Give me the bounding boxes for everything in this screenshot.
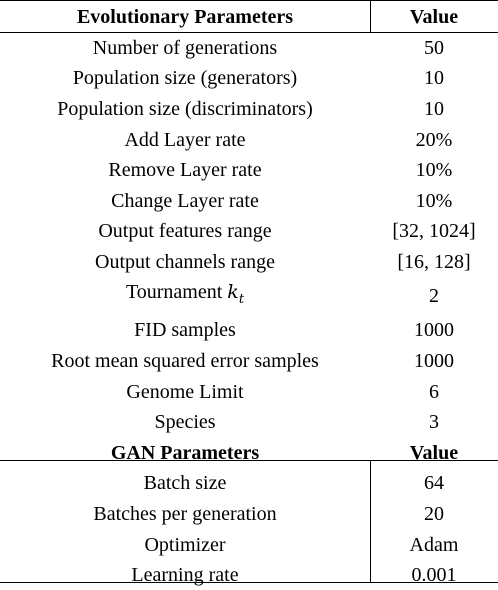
evolutionary-header-row: Evolutionary Parameters Value bbox=[0, 2, 498, 33]
param-value: 6 bbox=[429, 380, 439, 403]
param-label: Change Layer rate bbox=[111, 189, 259, 212]
top-rule bbox=[0, 0, 498, 1]
param-value: [32, 1024] bbox=[392, 220, 476, 243]
table-row: FID samples 1000 bbox=[0, 315, 498, 346]
param-label: Species bbox=[154, 411, 216, 434]
param-label: Population size (discriminators) bbox=[57, 98, 313, 121]
gan-header-param: GAN Parameters bbox=[110, 441, 260, 464]
table-row: Batch size 64 bbox=[0, 468, 498, 499]
evolutionary-header-value: Value bbox=[409, 6, 459, 29]
param-value: 50 bbox=[424, 36, 444, 59]
param-value: 10 bbox=[424, 67, 444, 90]
table-row: Root mean squared error samples 1000 bbox=[0, 346, 498, 377]
table-row: Population size (generators) 10 bbox=[0, 63, 498, 94]
param-label-tournament: Tournament kt bbox=[0, 277, 370, 315]
param-label: FID samples bbox=[134, 319, 236, 342]
param-value: [16, 128] bbox=[397, 251, 471, 274]
param-value: 3 bbox=[429, 411, 439, 434]
table-row: Change Layer rate 10% bbox=[0, 186, 498, 217]
table-row: Population size (discriminators) 10 bbox=[0, 94, 498, 125]
table-row: Tournament kt 2 bbox=[0, 277, 498, 315]
table-row: Output channels range [16, 128] bbox=[0, 247, 498, 278]
param-value: 10 bbox=[424, 98, 444, 121]
param-label: Remove Layer rate bbox=[108, 159, 262, 182]
param-label: Population size (generators) bbox=[72, 67, 298, 90]
param-label: Optimizer bbox=[144, 533, 226, 556]
evolutionary-header-param: Evolutionary Parameters bbox=[76, 6, 294, 29]
table-row: Add Layer rate 20% bbox=[0, 124, 498, 155]
param-label: Add Layer rate bbox=[124, 128, 246, 151]
param-value: 20 bbox=[424, 503, 444, 525]
table-row: Remove Layer rate 10% bbox=[0, 155, 498, 186]
param-value: 10% bbox=[415, 159, 453, 182]
param-value: 2 bbox=[429, 285, 439, 308]
gan-header-value: Value bbox=[409, 441, 459, 464]
param-value: 10% bbox=[415, 189, 453, 212]
table-row: Species 3 bbox=[0, 407, 498, 438]
param-label: Number of generations bbox=[92, 36, 278, 59]
column-divider-top bbox=[370, 0, 371, 32]
table-row: Optimizer Adam bbox=[0, 529, 498, 560]
param-value: 64 bbox=[424, 472, 444, 495]
gan-header-row: GAN Parameters Value bbox=[0, 438, 498, 469]
table-row: Learning rate 0.001 bbox=[0, 560, 498, 590]
table-row: Output features range [32, 1024] bbox=[0, 216, 498, 247]
header-rule bbox=[0, 32, 498, 33]
param-label: Root mean squared error samples bbox=[51, 350, 319, 373]
param-label: Batches per generation bbox=[93, 503, 277, 525]
table-row: Batches per generation 20 bbox=[0, 499, 498, 530]
param-value: 0.001 bbox=[411, 564, 457, 587]
table-row: Genome Limit 6 bbox=[0, 376, 498, 407]
param-label: Learning rate bbox=[131, 564, 239, 587]
param-label: Batch size bbox=[143, 472, 227, 495]
param-value: 1000 bbox=[414, 319, 454, 342]
param-label-text: Tournament bbox=[125, 281, 228, 304]
bottom-rule bbox=[0, 582, 498, 583]
param-label: Output channels range bbox=[95, 251, 275, 274]
table-row: Number of generations 50 bbox=[0, 33, 498, 64]
param-label: Genome Limit bbox=[126, 380, 244, 403]
gan-header-rule bbox=[0, 460, 498, 461]
tournament-variable: kt bbox=[227, 281, 245, 308]
param-value: 20% bbox=[415, 128, 453, 151]
column-divider-bottom bbox=[370, 460, 371, 582]
param-label: Output features range bbox=[98, 220, 272, 243]
param-value: 1000 bbox=[414, 350, 454, 373]
param-value: Adam bbox=[409, 533, 459, 556]
